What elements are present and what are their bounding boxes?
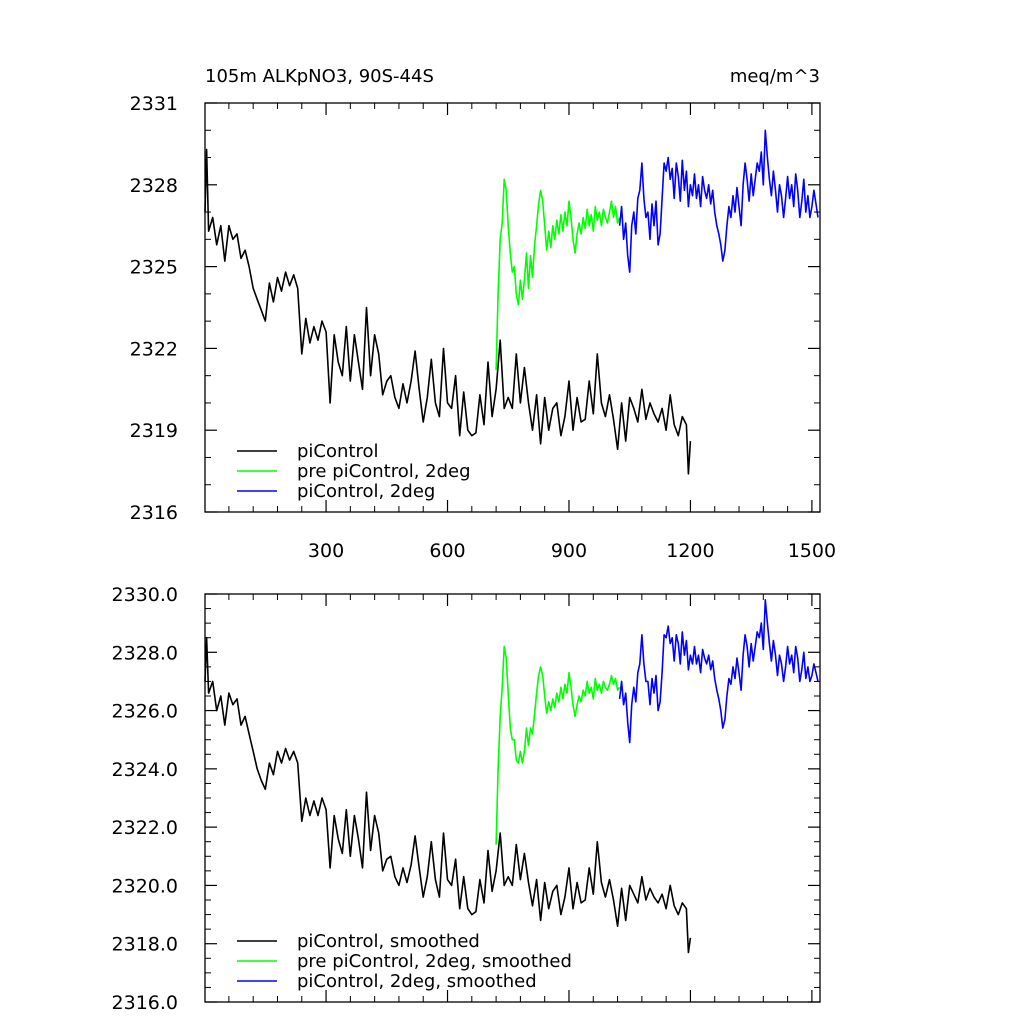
y-tick-label: 2322 (130, 338, 178, 360)
top-panel: 105m ALKpNO3, 90S-44S meq/m^3 300 600 900 1… (130, 66, 836, 562)
x-tick-label: 1200 (666, 540, 714, 562)
x-tick-label: 300 (308, 540, 344, 562)
series-line-2 (495, 645, 621, 845)
y-tick-label: 2331 (130, 93, 178, 115)
legend-label-1: piControl (297, 441, 379, 462)
y-tick-label: 2326.0 (112, 701, 178, 723)
top-panel-title: 105m ALKpNO3, 90S-44S (205, 66, 434, 87)
series-line-1 (204, 636, 692, 954)
y-tick-label: 2319 (130, 420, 178, 442)
y-tick-label: 2328.0 (112, 642, 178, 664)
y-tick-label: 2324.0 (112, 759, 178, 781)
legend-label-3: piControl, 2deg (297, 481, 435, 502)
legend-label-3: piControl, 2deg, smoothed (297, 971, 537, 992)
x-tick-label: 900 (551, 540, 587, 562)
top-panel-units: meq/m^3 (730, 66, 820, 87)
legend-label-2: pre piControl, 2deg (297, 461, 471, 482)
top-series-group (204, 129, 819, 475)
bottom-series-group (204, 598, 819, 954)
legend-label-1: piControl, smoothed (297, 931, 480, 952)
y-tick-label: 2330.0 (112, 584, 178, 606)
y-tick-label: 2320.0 (112, 875, 178, 897)
bottom-panel: 2316.0 2318.0 2320.0 2322.0 2324.0 2326.0 2328… (112, 584, 821, 1014)
y-tick-label: 2318.0 (112, 934, 178, 956)
y-tick-label: 2316.0 (112, 992, 178, 1014)
top-axes: 300 600 900 1200 1500 2316 2319 2322 2325 2328 233… (130, 93, 836, 562)
series-line-1 (204, 148, 692, 475)
y-tick-label: 2328 (130, 175, 178, 197)
series-line-2 (495, 178, 621, 371)
series-line-3 (618, 129, 819, 273)
y-tick-label: 2325 (130, 257, 178, 279)
series-line-3 (618, 598, 819, 744)
legend-label-2: pre piControl, 2deg, smoothed (297, 951, 572, 972)
y-tick-label: 2316 (130, 502, 178, 524)
bottom-plot-frame (204, 593, 821, 1003)
y-tick-label: 2322.0 (112, 817, 178, 839)
x-tick-label: 600 (429, 540, 465, 562)
top-plot-frame (204, 102, 821, 513)
x-tick-label: 1500 (788, 540, 836, 562)
